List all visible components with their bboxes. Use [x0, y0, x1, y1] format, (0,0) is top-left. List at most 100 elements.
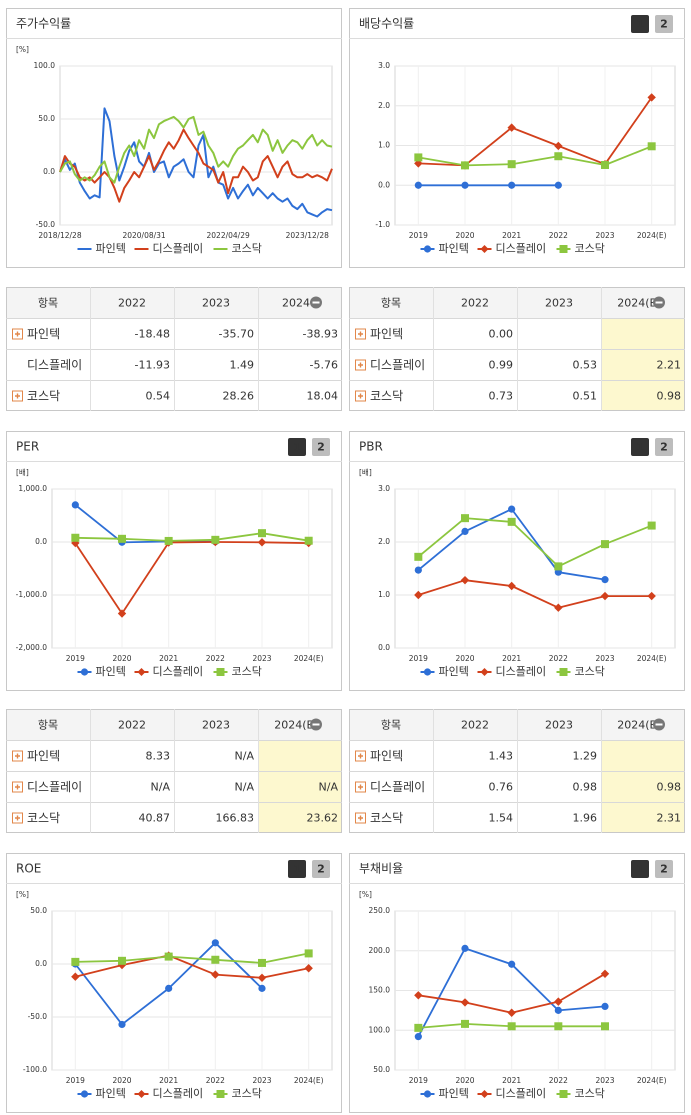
page-button[interactable]: [631, 860, 649, 878]
chart-title: PBR: [359, 440, 383, 454]
point: [507, 1022, 516, 1031]
point: [414, 566, 422, 574]
page-button-label[interactable]: 1: [636, 18, 644, 31]
expand-icon-plus[interactable]: [358, 393, 363, 399]
row-label: 코스닥: [27, 811, 60, 825]
point: [304, 949, 313, 958]
page-button-label[interactable]: 2: [317, 441, 325, 454]
row-label: 코스닥: [27, 389, 60, 403]
page-button[interactable]: [631, 15, 649, 33]
point: [414, 991, 423, 1000]
panel: [349, 431, 685, 691]
collapse-icon-bar[interactable]: [312, 301, 320, 304]
x-tick-label: 2022: [549, 654, 568, 663]
point: [507, 123, 516, 132]
page-button-label[interactable]: 1: [636, 863, 644, 876]
x-tick-label: 2023: [595, 1076, 614, 1085]
point: [257, 973, 267, 982]
column-header: 2023: [202, 297, 230, 310]
y-tick-label: 3.0: [378, 61, 390, 70]
row-label: 코스닥: [370, 811, 403, 825]
x-tick-label: 2020/08/31: [122, 231, 165, 240]
row-label: 파인텍: [370, 749, 403, 763]
table-cell: 0.76: [489, 781, 514, 794]
expand-icon-plus[interactable]: [15, 331, 20, 337]
expand-icon-plus[interactable]: [15, 393, 20, 399]
page-button-label[interactable]: 2: [317, 863, 325, 876]
unit-label: [%]: [16, 45, 29, 54]
table-cell: -11.93: [135, 359, 170, 372]
page-button[interactable]: [655, 860, 673, 878]
page-button[interactable]: [288, 860, 306, 878]
collapse-icon-bar[interactable]: [312, 723, 320, 726]
x-tick-label: 2022/04/29: [207, 231, 250, 240]
table-cell: 1.49: [230, 359, 255, 372]
panel: [349, 8, 685, 268]
point: [508, 960, 516, 968]
page-button-label[interactable]: 1: [293, 863, 301, 876]
point: [601, 1022, 609, 1031]
series-line: [418, 96, 653, 167]
point: [258, 529, 266, 538]
expand-icon-plus[interactable]: [358, 815, 363, 821]
collapse-icon-bar[interactable]: [655, 723, 663, 726]
table-cell: 0.98: [573, 781, 598, 794]
y-tick-label: 3.0: [378, 484, 390, 493]
table-cell: 1.43: [489, 750, 514, 763]
table-cell: 1.96: [573, 812, 598, 825]
expand-icon-plus[interactable]: [358, 362, 363, 368]
point: [118, 534, 126, 543]
row-label: 디스플레이: [370, 358, 425, 372]
table-cell: 23.62: [307, 812, 339, 825]
page-button[interactable]: [655, 15, 673, 33]
page-button[interactable]: [312, 860, 330, 878]
page-button-label[interactable]: 1: [293, 441, 301, 454]
expand-icon-plus[interactable]: [15, 753, 20, 759]
column-header: 항목: [381, 719, 401, 732]
expand-icon-plus[interactable]: [358, 331, 363, 337]
y-tick-label: 2.0: [378, 537, 390, 546]
legend-marker: [137, 1090, 146, 1098]
page-button[interactable]: [655, 438, 673, 456]
expand-icon-plus[interactable]: [15, 815, 20, 821]
page-button-label[interactable]: 2: [660, 863, 668, 876]
collapse-icon-bar[interactable]: [655, 301, 663, 304]
series-line: [74, 541, 309, 615]
page-button-label[interactable]: 2: [660, 18, 668, 31]
point: [71, 972, 80, 981]
panel: [349, 853, 685, 1113]
page-button[interactable]: [631, 438, 649, 456]
point: [211, 955, 220, 964]
point: [554, 152, 563, 161]
page-button-label[interactable]: 2: [660, 441, 668, 454]
legend-label: 코스닥: [232, 665, 262, 678]
page-button[interactable]: [288, 438, 306, 456]
x-tick-label: 2022: [549, 1076, 568, 1085]
legend-marker: [480, 1090, 489, 1098]
point: [601, 1002, 609, 1011]
table-cell: 2.31: [657, 812, 682, 825]
point: [507, 517, 516, 526]
point: [304, 964, 313, 973]
legend-label: 디스플레이: [496, 1087, 547, 1100]
page-button-label[interactable]: 1: [636, 441, 644, 454]
expand-icon-plus[interactable]: [15, 784, 20, 790]
column-header: 2022: [461, 719, 489, 732]
point: [414, 1023, 423, 1032]
page-button[interactable]: [312, 438, 330, 456]
legend-marker: [559, 668, 568, 676]
unit-label: [배]: [16, 468, 29, 477]
x-tick-label: 2020: [455, 1076, 474, 1085]
table-cell: 0.53: [573, 359, 598, 372]
series-line: [418, 579, 652, 609]
table-cell: N/A: [151, 781, 171, 794]
series-line: [75, 952, 309, 964]
x-tick-label: 2021: [159, 1076, 178, 1085]
column-header: 2023: [545, 297, 573, 310]
expand-icon-plus[interactable]: [358, 753, 363, 759]
point: [165, 984, 173, 992]
expand-icon-plus[interactable]: [358, 784, 363, 790]
y-tick-label: 50.0: [38, 114, 55, 123]
point: [554, 603, 563, 612]
x-tick-label: 2021: [502, 231, 521, 240]
